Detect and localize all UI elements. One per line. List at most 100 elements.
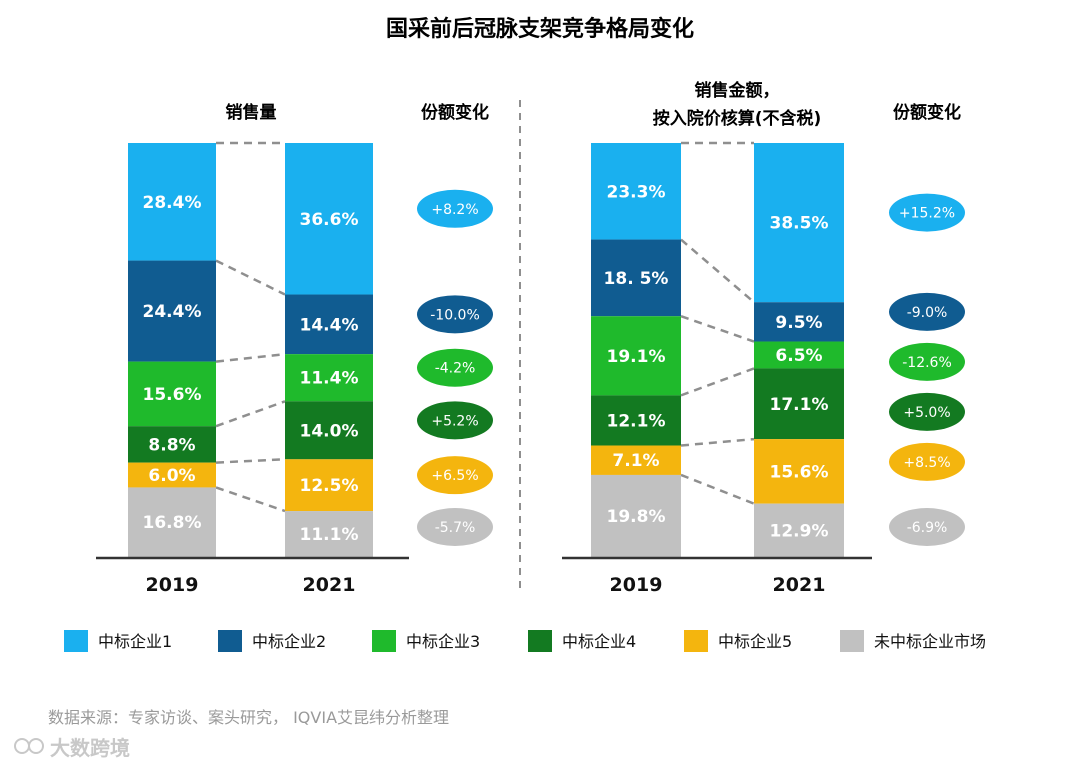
change-pill	[417, 456, 493, 495]
bar-segment	[128, 143, 216, 261]
bar-segment	[128, 361, 216, 427]
data-label: 12.9%	[770, 521, 829, 541]
bar-segment	[285, 511, 373, 557]
data-label: 8.8%	[148, 435, 195, 455]
legend-label: 中标企业3	[406, 632, 480, 651]
data-label: 6.0%	[148, 466, 195, 486]
connector-line	[215, 400, 286, 428]
legend-label: 未中标企业市场	[874, 632, 986, 651]
bar-segment	[591, 395, 681, 446]
bar-segment	[754, 302, 844, 342]
change-pill	[417, 401, 493, 440]
chart-title: 国采前后冠脉支架竞争格局变化	[386, 16, 694, 42]
change-label: +8.2%	[431, 202, 478, 218]
bar-segment	[591, 239, 681, 317]
change-label: +8.5%	[903, 455, 950, 471]
change-pill	[417, 508, 493, 546]
bar-segment	[754, 439, 844, 504]
connector-line	[680, 315, 755, 343]
legend-item: 中标企业2	[218, 630, 326, 652]
data-label: 11.1%	[300, 525, 359, 545]
change-label: +5.0%	[903, 405, 950, 421]
change-label: -12.6%	[902, 355, 952, 371]
change-pill	[889, 292, 965, 331]
change-pill	[889, 193, 965, 232]
change-label: +15.2%	[899, 206, 955, 222]
bar-segment	[128, 487, 216, 557]
data-label: 28.4%	[143, 193, 202, 213]
legend-swatch	[684, 630, 708, 652]
data-label: 12.5%	[300, 476, 359, 496]
change-pill	[889, 392, 965, 431]
bar-segment	[128, 462, 216, 488]
data-label: 24.4%	[143, 302, 202, 322]
chart-panels: 销售量 份额变化 28.4% 24.4% 15.6% 8.8% 6.0% 16.8% 2019 3…	[96, 80, 965, 596]
data-label: 38.5%	[770, 214, 829, 234]
x-tick-label: 2021	[773, 574, 826, 596]
legend-swatch	[372, 630, 396, 652]
panel-heading: 销售量	[226, 102, 277, 123]
data-label: 19.8%	[607, 507, 666, 527]
connector-line	[680, 238, 755, 304]
bar-segment	[128, 426, 216, 463]
change-label: +6.5%	[431, 468, 478, 484]
change-pill	[889, 342, 965, 381]
legend-item: 中标企业1	[64, 630, 172, 652]
data-label: 17.1%	[770, 395, 829, 415]
data-label: 12.1%	[607, 411, 666, 431]
chart-panel-2: 销售金额， 按入院价核算(不含税) 份额变化 23.3% 18. 5% 19.1% 12.1…	[562, 80, 965, 596]
change-pill	[889, 442, 965, 481]
bar-segment	[754, 143, 844, 303]
connector-line	[215, 486, 286, 513]
source-note: 数据来源：专家访谈、案头研究， IQVIA艾昆纬分析整理	[48, 708, 449, 727]
share-change-heading: 份额变化	[421, 102, 489, 123]
bar-segment	[591, 474, 681, 557]
watermark-text: 大数跨境	[50, 736, 130, 760]
data-label: 7.1%	[612, 451, 659, 471]
bar-segment	[591, 143, 681, 240]
panel-heading: 按入院价核算(不含税)	[653, 108, 822, 129]
change-label: -6.9%	[907, 520, 948, 536]
change-pill	[417, 348, 493, 387]
connector-line	[215, 259, 286, 296]
legend-swatch	[840, 630, 864, 652]
change-pill	[417, 189, 493, 228]
data-label: 16.8%	[143, 513, 202, 533]
bar-segment	[285, 459, 373, 512]
connector-line	[680, 437, 755, 447]
bar-segment	[128, 260, 216, 362]
data-label: 6.5%	[775, 346, 822, 366]
x-tick-label: 2019	[146, 574, 199, 596]
bar-segment	[285, 143, 373, 295]
legend-item: 中标企业3	[372, 630, 480, 652]
bar-segment	[754, 368, 844, 440]
share-change-heading: 份额变化	[893, 102, 961, 123]
data-label: 18. 5%	[604, 269, 669, 289]
connector-line	[680, 473, 755, 505]
legend-label: 中标企业1	[98, 632, 172, 651]
data-label: 11.4%	[300, 369, 359, 389]
data-label: 15.6%	[143, 385, 202, 405]
legend-label: 中标企业2	[252, 632, 326, 651]
data-label: 23.3%	[607, 182, 666, 202]
data-label: 9.5%	[775, 313, 822, 333]
legend-swatch	[528, 630, 552, 652]
connector-line	[215, 458, 286, 464]
x-tick-label: 2019	[610, 574, 663, 596]
change-pill	[417, 295, 493, 334]
legend-label: 中标企业4	[562, 632, 636, 651]
connector-line	[680, 367, 755, 397]
bar-segment	[754, 341, 844, 369]
legend-item: 中标企业4	[528, 630, 636, 652]
change-label: -4.2%	[435, 361, 476, 377]
bar-segment	[285, 294, 373, 355]
change-pill	[889, 508, 965, 546]
bar-segment	[285, 354, 373, 402]
bar-segment	[591, 445, 681, 475]
change-label: +5.2%	[431, 413, 478, 429]
legend-item: 中标企业5	[684, 630, 792, 652]
change-label: -9.0%	[907, 305, 948, 321]
chart-panel-1: 销售量 份额变化 28.4% 24.4% 15.6% 8.8% 6.0% 16.8% 2019 3…	[96, 102, 493, 596]
change-label: -10.0%	[430, 307, 480, 323]
